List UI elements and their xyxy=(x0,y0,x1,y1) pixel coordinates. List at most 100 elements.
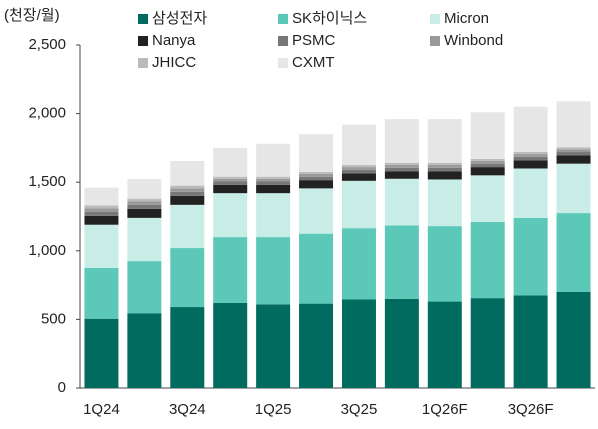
x-tick-label: 3Q25 xyxy=(341,401,378,418)
bar-segment xyxy=(341,165,376,168)
legend-label: Nanya xyxy=(152,32,196,49)
bar-segment xyxy=(84,224,119,268)
bar-segment xyxy=(556,291,591,388)
bar-segment xyxy=(299,173,334,177)
bar-segment xyxy=(256,184,291,194)
bar-segment xyxy=(170,160,205,186)
y-tick-label: 2,500 xyxy=(28,36,66,53)
bar-segment xyxy=(170,191,205,196)
bar-segment xyxy=(470,167,505,176)
legend-label: Micron xyxy=(444,10,489,27)
bar-segment xyxy=(470,163,505,168)
bar-segment xyxy=(513,156,548,161)
bar-segment xyxy=(127,261,162,314)
bar-segment xyxy=(427,167,462,172)
bar-segment xyxy=(556,147,591,150)
bar-segment xyxy=(470,175,505,222)
bar-segment xyxy=(384,225,419,299)
bar-segment xyxy=(256,304,291,388)
legend-swatch xyxy=(430,14,440,24)
x-tick-label: 3Q24 xyxy=(169,401,206,418)
bar-segment xyxy=(170,185,205,189)
legend-swatch xyxy=(138,36,148,46)
legend-label: JHICC xyxy=(152,54,196,71)
bar-segment xyxy=(384,167,419,172)
bar-segment xyxy=(299,176,334,181)
bar-segment xyxy=(427,301,462,388)
bar-segment xyxy=(470,160,505,164)
bar-segment xyxy=(170,248,205,308)
bar-segment xyxy=(170,307,205,388)
legend-label: SK하이닉스 xyxy=(292,10,367,27)
bar-segment xyxy=(127,201,162,205)
legend-label: 삼성전자 xyxy=(152,10,207,27)
bar-segment xyxy=(127,198,162,202)
legend-swatch xyxy=(278,14,288,24)
x-tick-label: 1Q25 xyxy=(255,401,292,418)
bar-segment xyxy=(299,188,334,234)
bar-segment xyxy=(299,303,334,388)
bar-segment xyxy=(427,171,462,180)
bar-segment xyxy=(556,152,591,156)
legend-swatch xyxy=(278,36,288,46)
bar-segment xyxy=(256,176,291,179)
bar-segment xyxy=(84,267,119,319)
bar-segment xyxy=(556,155,591,164)
bar-segment xyxy=(513,160,548,169)
legend-swatch xyxy=(430,36,440,46)
legend-label: CXMT xyxy=(292,54,335,71)
bar-segment xyxy=(341,169,376,174)
bar-segment xyxy=(384,119,419,163)
legend-label: Winbond xyxy=(444,32,503,49)
bar-segment xyxy=(341,124,376,166)
bar-segment xyxy=(299,233,334,304)
bar-segment xyxy=(427,119,462,163)
bar-segment xyxy=(427,179,462,227)
x-tick-label: 1Q24 xyxy=(83,401,120,418)
x-tick-label: 1Q26F xyxy=(422,401,468,418)
bar-segment xyxy=(84,208,119,212)
bar-segment xyxy=(470,221,505,299)
bar-segment xyxy=(170,188,205,192)
bar-segment xyxy=(213,178,248,182)
bar-segment xyxy=(213,302,248,388)
bar-segment xyxy=(427,165,462,168)
bar-segment xyxy=(127,217,162,262)
y-axis-label: (천장/월) xyxy=(4,7,60,24)
bar-segment xyxy=(427,162,462,166)
bar-segment xyxy=(384,178,419,226)
bar-segment xyxy=(213,193,248,238)
bar-segment xyxy=(384,171,419,179)
bar-segment xyxy=(256,143,291,177)
bar-segment xyxy=(127,208,162,218)
bar-segment xyxy=(513,295,548,388)
bar-segment xyxy=(513,152,548,155)
bar-segment xyxy=(170,195,205,205)
bar-segment xyxy=(127,204,162,209)
bar-segment xyxy=(556,101,591,148)
bar-segment xyxy=(213,181,248,185)
bar-segment xyxy=(299,180,334,189)
y-tick-label: 2,000 xyxy=(28,105,66,122)
bar-segment xyxy=(513,106,548,153)
bar-segment xyxy=(84,318,119,388)
y-tick-label: 500 xyxy=(41,310,66,327)
bar-segment xyxy=(84,211,119,216)
bar-segment xyxy=(256,181,291,185)
bar-segment xyxy=(341,228,376,300)
bar-segment xyxy=(470,112,505,159)
bar-segment xyxy=(341,180,376,229)
bar-segment xyxy=(384,298,419,388)
bar-segment xyxy=(341,167,376,170)
bar-segment xyxy=(470,158,505,161)
legend-swatch xyxy=(278,58,288,68)
x-tick-label: 3Q26F xyxy=(508,401,554,418)
bar-segment xyxy=(384,162,419,166)
bar-segment xyxy=(513,154,548,157)
bar-segment xyxy=(341,299,376,388)
legend-swatch xyxy=(138,14,148,24)
bar-segment xyxy=(256,237,291,305)
bar-segment xyxy=(213,176,248,179)
bar-segment xyxy=(556,149,591,153)
